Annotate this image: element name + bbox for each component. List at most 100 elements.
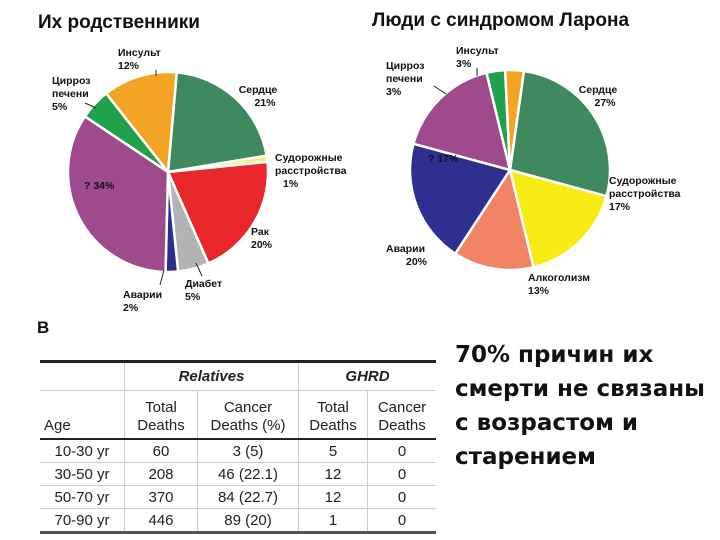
pie-slice xyxy=(453,166,536,272)
label-pct: 5% xyxy=(52,101,68,113)
label-pct: 20% xyxy=(406,256,428,268)
header-line: Deaths xyxy=(309,417,357,434)
label-name: Аварии xyxy=(386,243,426,255)
label-name: Диабет xyxy=(185,278,223,290)
label-pct: 2% xyxy=(123,302,139,314)
right-label-accidents: Аварии 20% xyxy=(386,243,427,269)
left-label-stroke: Инсульт 12% xyxy=(118,47,161,73)
right-label-heart: Сердце 27% xyxy=(570,84,626,110)
cell-age: 70-90 yr xyxy=(40,508,125,534)
cell-ghrd-total: 5 xyxy=(298,438,368,463)
pie-slice xyxy=(166,160,270,266)
leader-line xyxy=(195,262,203,277)
pie-slice xyxy=(508,69,612,198)
label-name: Инсульт xyxy=(118,47,161,59)
table-row: 50-70 yr 370 84 (22.7) 12 0 xyxy=(40,485,436,509)
label-pct: 20% xyxy=(251,239,273,251)
table-row: 10-30 yr 60 3 (5) 5 0 xyxy=(40,438,436,463)
header-line: Cancer xyxy=(223,399,273,416)
col-header-age: Age xyxy=(40,390,125,440)
left-label-seizure: Судорожные расстройства 1% xyxy=(275,152,347,191)
pie-slice xyxy=(166,71,269,174)
header-line: Total xyxy=(145,399,177,416)
left-pie-title: Их родственники xyxy=(38,12,200,33)
cell-ghrd-cancer: 0 xyxy=(367,485,436,509)
label-name: печени xyxy=(52,88,89,100)
label-pct: 5% xyxy=(185,291,201,303)
label-pct: 3% xyxy=(456,58,472,70)
label-pct: 1% xyxy=(283,178,299,190)
label-name: Сердце xyxy=(238,84,278,96)
right-label-cirrhosis: Цирроз печени 3% xyxy=(386,60,424,99)
mortality-table: Relatives GHRD Age Total Deaths Cancer D… xyxy=(40,360,436,534)
label-pct: 17% xyxy=(609,201,631,213)
leader-line xyxy=(84,102,97,109)
label-name: расстройства xyxy=(275,165,347,177)
cell-rel-cancer: 46 (22.1) xyxy=(197,462,299,486)
left-label-diabetes: Диабет 5% xyxy=(185,278,222,304)
left-label-heart: Сердце 21% xyxy=(230,84,286,110)
right-label-unknown: ? 17% xyxy=(428,153,458,166)
left-label-cirrhosis: Цирроз печени 5% xyxy=(52,75,90,114)
cell-rel-cancer: 89 (20) xyxy=(197,508,299,534)
empty-header xyxy=(40,360,125,391)
cell-ghrd-cancer: 0 xyxy=(367,438,436,463)
label-pct: 27% xyxy=(594,97,616,109)
pie-slice xyxy=(503,68,526,171)
pie-slice xyxy=(508,168,609,269)
label-name: Цирроз xyxy=(386,60,425,72)
cell-rel-total: 446 xyxy=(124,508,198,534)
label-pct: 12% xyxy=(118,60,140,72)
pie-slice xyxy=(408,142,512,256)
label-name: Цирроз xyxy=(52,75,91,87)
label-name: Рак xyxy=(251,226,269,238)
left-label-unknown: ? 34% xyxy=(84,180,114,193)
cell-ghrd-total: 1 xyxy=(298,508,368,534)
header-line: Total xyxy=(317,399,349,416)
cell-rel-cancer: 3 (5) xyxy=(197,438,299,463)
right-label-stroke: Инсульт 3% xyxy=(456,45,499,71)
table-row: 70-90 yr 446 89 (20) 1 0 xyxy=(40,508,436,534)
cell-rel-total: 370 xyxy=(124,485,198,509)
label-pct: 21% xyxy=(254,97,276,109)
label-pct: 3% xyxy=(386,86,402,98)
left-pie-chart xyxy=(66,68,612,286)
label-name: расстройства xyxy=(609,188,681,200)
label-name: Судорожные xyxy=(609,175,677,187)
left-label-accidents: Аварии 2% xyxy=(123,289,162,315)
table-row: 30-50 yr 208 46 (22.1) 12 0 xyxy=(40,462,436,486)
label-name: Сердце xyxy=(578,84,618,96)
header-line: Deaths xyxy=(137,417,185,434)
label-name: Алкоголизм xyxy=(528,272,591,284)
header-line: Deaths (%) xyxy=(210,417,286,434)
label-name: Инсульт xyxy=(456,45,499,57)
col-header-ghrd-cancer: Cancer Deaths xyxy=(367,390,436,440)
right-label-alcohol: Алкоголизм 13% xyxy=(528,272,590,298)
col-header-rel-cancer: Cancer Deaths (%) xyxy=(197,390,299,440)
group-header-relatives: Relatives xyxy=(124,360,299,391)
cell-rel-total: 208 xyxy=(124,462,198,486)
cell-ghrd-total: 12 xyxy=(298,462,368,486)
label-name: печени xyxy=(386,73,423,85)
panel-label: B xyxy=(37,318,50,337)
cell-rel-total: 60 xyxy=(124,438,198,463)
left-label-cancer: Рак 20% xyxy=(251,226,272,252)
label-name: Судорожные xyxy=(275,152,343,164)
header-line: Deaths xyxy=(378,417,426,434)
cell-age: 10-30 yr xyxy=(40,438,125,463)
cell-ghrd-total: 12 xyxy=(298,485,368,509)
label-pct: 13% xyxy=(528,285,550,297)
cell-age: 50-70 yr xyxy=(40,485,125,509)
col-header-ghrd-total: Total Deaths xyxy=(298,390,368,440)
label-text: ? 34% xyxy=(84,180,115,192)
col-header-rel-total: Total Deaths xyxy=(124,390,198,440)
cell-rel-cancer: 84 (22.7) xyxy=(197,485,299,509)
right-pie-title: Люди с синдромом Ларона xyxy=(372,10,630,31)
label-text: ? 17% xyxy=(428,153,459,165)
right-label-seizure: Судорожные расстройства 17% xyxy=(609,175,681,214)
leader-line xyxy=(433,85,447,95)
header-line: Cancer xyxy=(377,399,427,416)
leader-line xyxy=(159,269,165,286)
conclusion-note: 70% причин их смерти не связаны с возрас… xyxy=(455,342,705,470)
cell-ghrd-cancer: 0 xyxy=(367,508,436,534)
